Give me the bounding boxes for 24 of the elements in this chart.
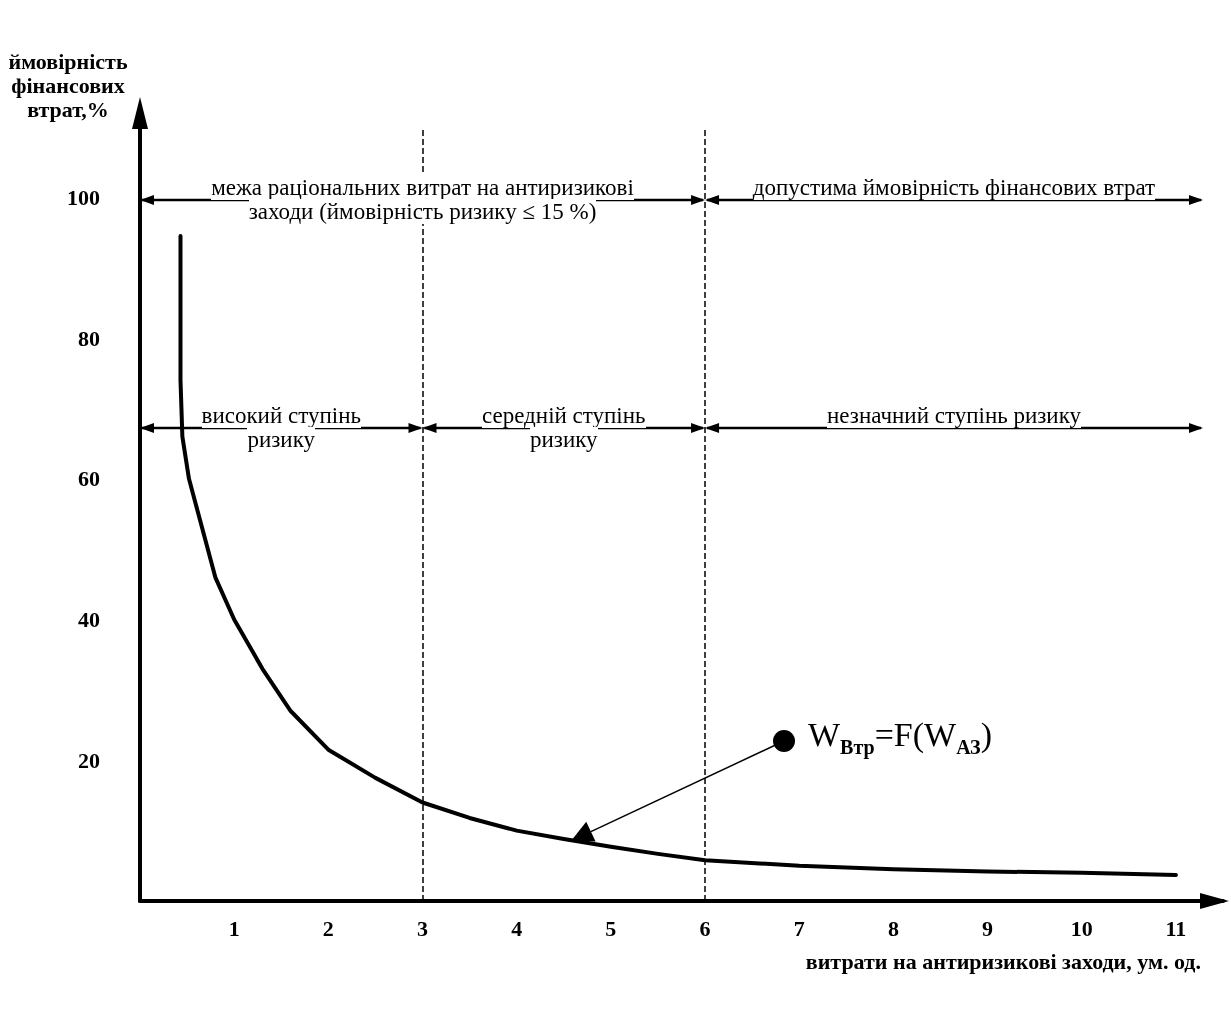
x-tick-label: 11 <box>1165 915 1187 941</box>
x-tick-label: 8 <box>887 915 899 941</box>
y-tick-label: 20 <box>78 747 100 773</box>
y-tick-label: 40 <box>78 607 100 633</box>
x-tick-label: 10 <box>1070 915 1093 941</box>
annotation: високий ступінь ризику <box>201 403 361 452</box>
x-tick-label: 4 <box>511 915 523 941</box>
annotation: середній ступінь ризику <box>482 403 646 452</box>
x-tick-label: 7 <box>793 915 805 941</box>
annotation: допустима ймовірність фінансових втрат <box>752 175 1156 200</box>
annotation: W$_{Втр}$=F(W$_{АЗ}$) <box>808 715 992 761</box>
x-tick-label: 2 <box>322 915 334 941</box>
annotation: незначний ступінь ризику <box>827 403 1081 428</box>
x-tick-label: 9 <box>982 915 994 941</box>
x-tick-label: 1 <box>228 915 240 941</box>
x-tick-label: 3 <box>417 915 429 941</box>
annotation: межа раціональних витрат на антиризикові заходи (ймовірність ризику ≤ 15 %) <box>211 175 634 224</box>
x-tick-label: 5 <box>605 915 617 941</box>
x-axis-title: витрати на антиризикові заходи, ум. од. <box>805 949 1201 974</box>
y-axis-title: ймовірність фінансових втрат,% <box>7 49 129 122</box>
x-tick-label: 6 <box>699 915 711 941</box>
y-tick-label: 60 <box>78 466 100 492</box>
y-tick-label: 100 <box>67 184 100 210</box>
y-tick-label: 80 <box>78 325 100 351</box>
